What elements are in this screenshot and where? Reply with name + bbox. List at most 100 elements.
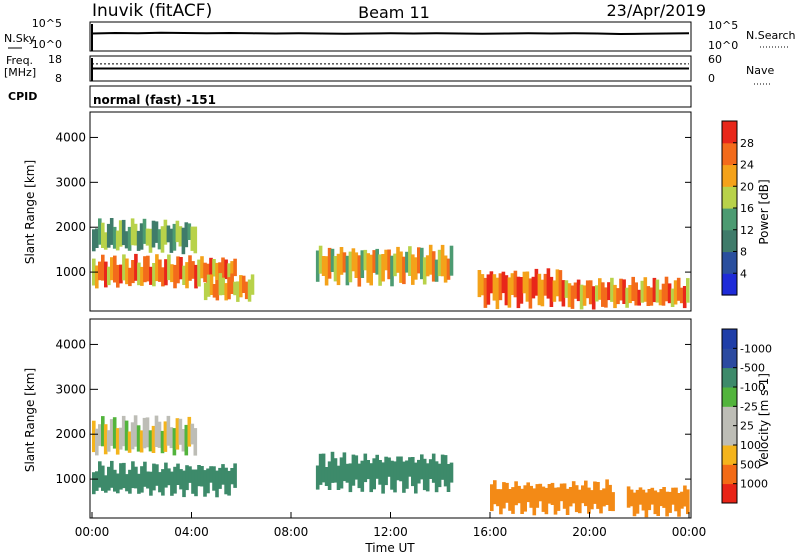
- region-0-cell: [152, 263, 156, 287]
- y-tick-label: 3000: [55, 382, 86, 396]
- region-4-cell: [483, 277, 488, 308]
- region-2-cell: [431, 453, 436, 483]
- region-1-cell: [101, 465, 105, 491]
- region-2-cell: [402, 461, 406, 493]
- velocity-heatmap: [92, 415, 690, 518]
- region-0-cell: [109, 419, 114, 446]
- region-3-cell: [422, 257, 427, 285]
- region-2-cell: [414, 462, 418, 494]
- region-3-cell: [375, 248, 379, 275]
- region-1-cell: [218, 467, 222, 489]
- region-3-cell: [399, 251, 403, 283]
- region-0-cell: [227, 263, 231, 290]
- region-5-cell: [582, 285, 587, 306]
- region-0-cell: [194, 264, 198, 289]
- region-4-cell: [558, 270, 563, 302]
- region-3-cell: [405, 251, 409, 273]
- region-1-cell: [179, 469, 183, 490]
- region-1-cell: [227, 470, 231, 496]
- region-0-cell: [157, 421, 162, 448]
- region-4-cell: [519, 277, 524, 304]
- region-0-cell: [151, 425, 156, 453]
- region-0-cell: [164, 259, 168, 286]
- y-tick-label: 2000: [55, 220, 86, 234]
- region-2-cell: [250, 274, 255, 295]
- cpid-panel: CPID normal (fast) -151: [8, 85, 692, 108]
- colorbar-swatch: [722, 483, 737, 504]
- region-2-cell: [351, 454, 356, 486]
- velocity-x-axis: 00:00 04:00 08:00 12:00 16:00 20:00 00:00: [75, 512, 706, 539]
- region-1-cell: [176, 463, 180, 485]
- region-4-cell: [498, 273, 503, 301]
- colorbar-tick-label: 100: [740, 439, 761, 452]
- region-0-cell: [148, 430, 153, 452]
- region-0-cell: [146, 255, 150, 282]
- region-2-cell: [446, 464, 451, 492]
- region-1-cell: [188, 466, 192, 483]
- region-2-cell: [345, 463, 350, 483]
- region-2-cell: [366, 460, 370, 480]
- region-3-cell: [333, 256, 338, 282]
- region-3-cell: [547, 484, 552, 504]
- region-1-cell: [143, 461, 147, 487]
- region-3-cell: [590, 490, 594, 510]
- region-0-cell: [115, 428, 120, 455]
- region-5-cell: [616, 288, 620, 305]
- region-5-cell: [658, 289, 663, 306]
- region-3-cell: [605, 479, 609, 505]
- region-5-cell: [564, 280, 569, 298]
- region-3-cell: [565, 488, 570, 515]
- scatter-region-4: [477, 268, 566, 310]
- region-2-cell: [399, 456, 403, 482]
- frequency-panel: 18 8 60 0 Freq. [MHz] Nave: [4, 53, 774, 85]
- region-1-cell: [146, 471, 150, 489]
- region-0-cell: [124, 420, 129, 451]
- region-1-cell: [130, 218, 135, 246]
- region-4-cell: [665, 491, 669, 517]
- region-0-cell: [106, 430, 111, 452]
- region-2-cell: [236, 281, 240, 302]
- region-4-cell: [528, 278, 533, 309]
- x-tick-label: 04:00: [174, 525, 209, 539]
- region-0-cell: [145, 417, 150, 448]
- region-2-cell: [396, 456, 400, 481]
- region-4-cell: [629, 489, 634, 507]
- region-1-cell: [128, 469, 132, 494]
- region-4-cell: [477, 270, 482, 298]
- region-1-cell: [139, 223, 144, 250]
- region-4-cell: [632, 492, 637, 517]
- colorbar-tick-label: 28: [740, 137, 754, 150]
- freq-left-tick-bottom: 8: [55, 72, 62, 85]
- y-tick-label: 2000: [55, 427, 86, 441]
- region-4-cell: [549, 276, 554, 307]
- colorbar-swatch: [722, 121, 737, 144]
- x-tick-label: 16:00: [473, 525, 508, 539]
- cpid-label: CPID: [8, 90, 37, 103]
- region-4-cell: [546, 268, 551, 299]
- region-0-cell: [118, 427, 123, 450]
- noise-left-tick-top: 10^5: [32, 17, 62, 30]
- region-1-cell: [101, 222, 105, 248]
- region-0-cell: [187, 416, 192, 447]
- region-1-cell: [187, 223, 192, 240]
- region-3-cell: [330, 248, 335, 272]
- x-tick-label: 00:00: [75, 525, 110, 539]
- region-1-cell: [149, 471, 153, 496]
- region-1-cell: [197, 465, 201, 487]
- region-3-cell: [568, 487, 573, 507]
- region-1-cell: [103, 232, 108, 250]
- region-1-cell: [107, 466, 111, 491]
- colorbar-tick-label: 24: [740, 159, 754, 172]
- region-0-cell: [125, 258, 129, 285]
- region-4-cell: [677, 493, 681, 517]
- region-5-cell: [628, 285, 632, 304]
- region-0-cell: [140, 266, 144, 286]
- region-5-cell: [637, 289, 641, 306]
- region-1-cell: [98, 461, 102, 488]
- region-3-cell: [378, 254, 382, 286]
- region-2-cell: [315, 465, 320, 490]
- colorbar-frame: [721, 328, 738, 504]
- region-3-cell: [342, 252, 347, 273]
- region-3-cell: [348, 251, 353, 283]
